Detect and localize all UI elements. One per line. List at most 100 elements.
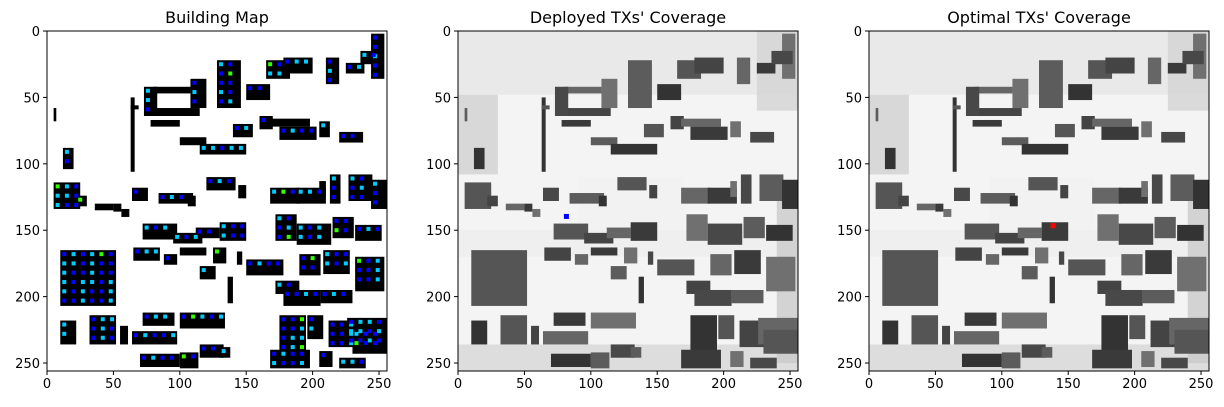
building bbox=[954, 331, 1000, 345]
building bbox=[120, 325, 129, 345]
building bbox=[763, 329, 798, 354]
candidate-marker bbox=[71, 298, 76, 303]
x-tick-label: 100 bbox=[989, 377, 1014, 392]
candidate-marker bbox=[90, 252, 95, 257]
building bbox=[236, 251, 243, 265]
building bbox=[690, 126, 728, 140]
candidate-marker bbox=[322, 291, 327, 296]
building bbox=[505, 203, 525, 211]
candidate-marker bbox=[257, 86, 262, 91]
candidate-marker bbox=[309, 317, 314, 322]
candidate-marker bbox=[300, 128, 304, 133]
building bbox=[544, 247, 571, 261]
candidate-marker bbox=[367, 338, 372, 343]
candidate-marker bbox=[343, 218, 348, 223]
candidate-marker bbox=[221, 349, 226, 354]
candidate-marker bbox=[64, 193, 69, 198]
candidate-marker bbox=[145, 88, 150, 93]
candidate-marker bbox=[277, 282, 282, 287]
building bbox=[975, 86, 1013, 94]
candidate-marker bbox=[334, 261, 339, 266]
candidate-marker bbox=[228, 99, 233, 104]
building bbox=[1101, 126, 1139, 140]
candidate-marker bbox=[377, 338, 382, 343]
candidate-marker bbox=[350, 176, 355, 181]
candidate-marker bbox=[366, 258, 371, 263]
candidate-marker bbox=[90, 280, 95, 285]
building bbox=[1151, 174, 1163, 204]
candidate-marker bbox=[359, 359, 364, 364]
candidate-marker bbox=[300, 326, 304, 331]
building bbox=[911, 315, 939, 345]
candidate-marker bbox=[165, 256, 170, 261]
candidate-marker bbox=[240, 224, 245, 229]
candidate-marker bbox=[201, 268, 206, 273]
building bbox=[670, 116, 684, 130]
building bbox=[53, 108, 57, 122]
building bbox=[690, 315, 717, 356]
candidate-marker bbox=[307, 234, 312, 239]
building bbox=[531, 325, 540, 345]
building bbox=[219, 222, 247, 241]
building bbox=[473, 147, 485, 170]
building bbox=[730, 351, 744, 368]
candidate-marker bbox=[110, 335, 115, 340]
candidate-marker bbox=[160, 355, 165, 360]
candidate-marker bbox=[184, 234, 189, 239]
candidate-marker bbox=[354, 341, 359, 346]
candidate-marker bbox=[349, 331, 354, 336]
building bbox=[995, 232, 1025, 244]
y-tick-label: 100 bbox=[426, 158, 451, 173]
candidate-marker bbox=[238, 145, 243, 150]
candidate-marker bbox=[99, 261, 104, 266]
candidate-marker bbox=[80, 270, 85, 275]
y-tick-label: 50 bbox=[23, 91, 40, 106]
building bbox=[532, 208, 541, 217]
candidate-marker bbox=[218, 71, 223, 76]
building bbox=[179, 247, 207, 256]
candidate-marker bbox=[300, 351, 304, 356]
building bbox=[543, 331, 589, 345]
candidate-marker bbox=[55, 184, 60, 189]
x-tick-label: 100 bbox=[167, 377, 192, 392]
candidate-marker bbox=[64, 184, 69, 189]
candidate-marker bbox=[209, 314, 214, 319]
candidate-marker bbox=[371, 52, 376, 57]
chart-title: Building Map bbox=[165, 8, 269, 27]
candidate-marker bbox=[145, 98, 150, 103]
candidate-marker bbox=[153, 314, 158, 319]
candidate-marker bbox=[286, 216, 291, 221]
candidate-marker bbox=[133, 189, 138, 194]
candidate-marker bbox=[91, 335, 96, 340]
candidate-marker bbox=[221, 233, 226, 238]
candidate-marker bbox=[357, 268, 362, 273]
building bbox=[146, 108, 200, 116]
building bbox=[464, 182, 492, 209]
building bbox=[142, 223, 178, 240]
candidate-marker bbox=[317, 234, 322, 239]
candidate-marker bbox=[145, 107, 150, 112]
candidate-marker bbox=[201, 346, 206, 351]
candidate-marker bbox=[62, 280, 67, 285]
candidate-marker bbox=[62, 331, 67, 336]
candidate-marker bbox=[272, 361, 277, 366]
candidate-marker bbox=[300, 317, 304, 322]
candidate-marker bbox=[358, 338, 363, 343]
candidate-marker bbox=[349, 322, 354, 327]
candidate-marker bbox=[64, 149, 69, 154]
candidate-marker bbox=[220, 145, 225, 150]
building bbox=[610, 266, 627, 280]
building bbox=[1193, 179, 1209, 209]
candidate-marker bbox=[248, 86, 253, 91]
x-tick-label: 50 bbox=[516, 377, 533, 392]
building bbox=[1118, 223, 1154, 245]
building bbox=[238, 185, 247, 199]
building bbox=[707, 187, 737, 204]
candidate-marker bbox=[343, 261, 348, 266]
candidate-marker bbox=[331, 176, 336, 181]
candidate-marker bbox=[357, 258, 362, 263]
building bbox=[275, 214, 297, 241]
